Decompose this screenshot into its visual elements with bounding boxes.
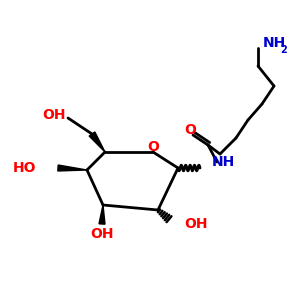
- Text: OH: OH: [42, 108, 66, 122]
- Text: OH: OH: [90, 227, 114, 241]
- Polygon shape: [99, 205, 105, 224]
- Text: NH: NH: [212, 155, 235, 169]
- Polygon shape: [89, 132, 105, 152]
- Text: O: O: [184, 123, 196, 137]
- Polygon shape: [58, 165, 87, 171]
- Text: NH: NH: [263, 36, 286, 50]
- Text: OH: OH: [184, 217, 208, 231]
- Text: HO: HO: [13, 161, 36, 175]
- Text: 2: 2: [280, 45, 287, 55]
- Text: O: O: [147, 140, 159, 154]
